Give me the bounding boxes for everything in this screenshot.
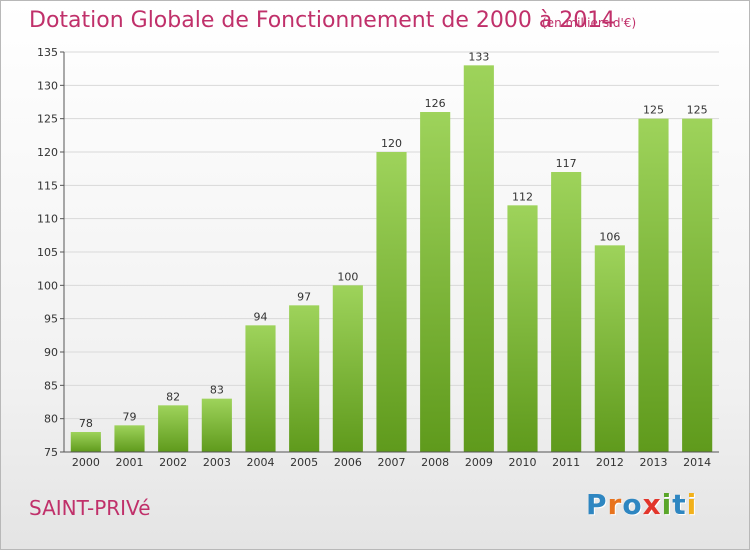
y-tick-label: 135 [37,46,58,59]
x-tick-label: 2002 [159,456,187,469]
data-label: 79 [123,410,137,423]
data-label: 133 [468,50,489,63]
data-label: 78 [79,417,93,430]
logo-letter: o [622,488,643,521]
x-tick-label: 2006 [334,456,362,469]
bar [682,118,713,453]
x-tick-label: 2001 [116,456,144,469]
commune-name: SAINT-PRIVé [29,496,151,520]
bar [70,432,101,452]
x-tick-label: 2013 [640,456,668,469]
bar [638,118,669,453]
x-tick-label: 2014 [683,456,711,469]
bar [158,405,189,452]
x-tick-label: 2007 [378,456,406,469]
x-tick-label: 2003 [203,456,231,469]
x-tick-label: 2009 [465,456,493,469]
y-tick-label: 120 [37,146,58,159]
data-label: 82 [166,390,180,403]
data-label: 112 [512,190,533,203]
chart-subtitle: (en milliers d'€) [542,16,637,30]
bar [114,425,145,452]
logo-letter: P [586,488,608,521]
y-tick-label: 130 [37,79,58,92]
proxiti-logo[interactable]: Proxiti [586,488,697,521]
bar [594,245,625,452]
y-tick-label: 80 [44,413,58,426]
logo-letter: t [672,488,687,521]
bar [332,285,363,452]
y-tick-label: 95 [44,313,58,326]
data-label: 106 [599,230,620,243]
y-tick-label: 75 [44,446,58,459]
bar [463,65,494,452]
chart-title: Dotation Globale de Fonctionnement de 20… [29,8,616,33]
logo-letter: x [642,488,662,521]
y-tick-label: 110 [37,213,58,226]
bar [201,398,232,452]
data-label: 126 [425,97,446,110]
logo-letter: i [686,488,698,521]
bar [420,112,451,452]
data-label: 117 [556,157,577,170]
x-tick-label: 2011 [552,456,580,469]
data-label: 125 [687,104,708,117]
y-tick-label: 105 [37,246,58,259]
y-tick-label: 125 [37,113,58,126]
bar [507,205,538,452]
logo-letter: r [607,488,623,521]
y-tick-label: 115 [37,179,58,192]
bar [245,325,276,452]
data-label: 125 [643,104,664,117]
x-tick-label: 2008 [421,456,449,469]
bar [551,172,582,452]
x-tick-label: 2004 [247,456,275,469]
x-tick-label: 2010 [509,456,537,469]
data-label: 100 [337,270,358,283]
data-label: 97 [297,290,311,303]
x-tick-label: 2012 [596,456,624,469]
y-tick-label: 85 [44,379,58,392]
data-label: 94 [254,310,268,323]
x-tick-label: 2005 [290,456,318,469]
bar [376,152,407,452]
data-label: 83 [210,384,224,397]
y-tick-label: 90 [44,346,58,359]
bar [289,305,320,452]
data-label: 120 [381,137,402,150]
y-tick-label: 100 [37,279,58,292]
x-tick-label: 2000 [72,456,100,469]
logo-letter: i [661,488,673,521]
